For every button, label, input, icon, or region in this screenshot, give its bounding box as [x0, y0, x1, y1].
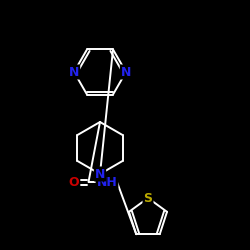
Text: N: N: [69, 66, 79, 78]
Text: NH: NH: [96, 176, 117, 188]
Text: N: N: [121, 66, 131, 78]
Text: O: O: [69, 176, 79, 188]
Text: S: S: [144, 192, 152, 204]
Text: N: N: [95, 168, 105, 180]
